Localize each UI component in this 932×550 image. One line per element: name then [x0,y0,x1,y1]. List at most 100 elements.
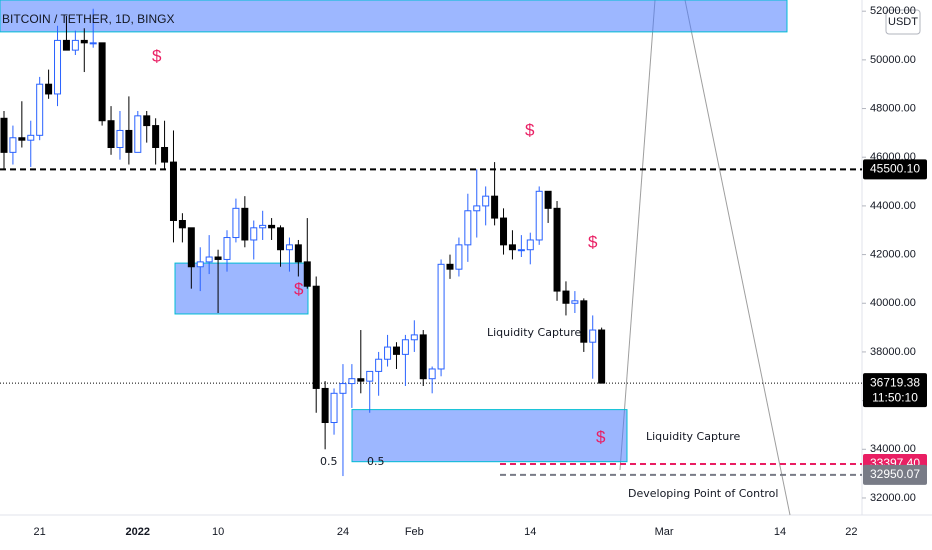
candle-body [268,224,276,229]
candle-body [285,244,293,251]
candle-body [508,244,516,251]
candle-body [464,210,472,246]
candle-body [517,249,525,252]
candle-body [491,195,499,219]
candle-body [589,329,597,343]
price-tag [863,373,927,408]
candle-body [143,115,151,127]
candle-body [473,205,481,212]
y-tick-label: 42000.00 [870,248,916,260]
marker: $ [588,232,598,251]
y-tick-label: 50000.00 [870,54,916,66]
candle-body [232,207,240,239]
candle-body [330,392,338,424]
chart-title: BITCOIN / TETHER, 1D, BINGX [2,12,174,26]
candle-body [107,120,115,148]
candle-body [134,115,142,153]
trend-line [619,0,656,471]
y-tick-label: 44000.00 [870,200,916,212]
price-tag-label: 32950.07 [870,467,920,481]
trend-line [684,0,791,516]
candle-body [392,346,400,355]
currency-label[interactable]: USDT [888,16,918,28]
candle-body [18,137,26,141]
price-tag-label: 36719.38 [870,375,920,389]
candle-body [526,239,534,251]
candle-body [125,129,133,153]
candle-body [169,161,177,222]
candle-body [178,220,186,229]
candle-body [535,190,543,241]
marker: $ [596,427,606,446]
y-tick-label: 34000.00 [870,443,916,455]
candle-body [357,378,365,382]
candle-body [348,378,356,385]
currency-button[interactable] [885,9,921,35]
x-tick-label: 10 [212,526,224,538]
candle-body [366,370,374,382]
candle-body [428,368,436,380]
annotation: Liquidity Capture [487,326,582,339]
x-tick-label: 24 [337,526,349,538]
candle-body [410,334,418,341]
candle-body [580,300,588,343]
candle-body [321,387,329,424]
candle-body [562,290,570,304]
annotation: 0.5 [320,455,338,468]
candle-body [54,39,62,95]
candle-body [214,256,222,260]
candle-body [196,261,204,268]
x-tick-label: 2022 [126,526,150,538]
candle-body [500,217,508,246]
candle-body [223,237,231,260]
y-tick-label: 38000.00 [870,346,916,358]
price-tag [863,464,927,485]
marker: $ [294,279,304,298]
countdown: 11:50:10 [872,390,918,404]
candle-body [482,195,490,207]
candle-body [455,244,463,270]
x-tick-label: Mar [655,526,674,538]
candle-body [98,42,106,122]
candle-body [161,146,169,163]
candle-body [250,227,258,241]
candle-body [259,224,267,229]
x-tick-label: 21 [34,526,46,538]
candle-body [598,329,606,384]
candle-body [419,334,427,380]
candle-body [294,244,302,263]
price-tag-label: 45500.10 [870,162,920,176]
candle-body [384,346,392,360]
candle-body [152,125,160,148]
marker: $ [152,46,162,65]
candle-body [375,358,383,372]
candle-body [71,39,79,51]
candle-body [312,285,320,389]
price-tag [863,159,927,180]
candle-body [187,227,195,268]
x-tick-label: 14 [774,526,786,538]
candle-body [80,39,88,44]
candle-body [45,83,53,95]
candle-body [446,263,454,270]
candle-body [303,261,311,287]
x-tick-label: 14 [524,526,536,538]
candle-body [62,39,70,51]
candle-body [401,339,409,355]
candle-body [544,190,552,209]
candle-body [9,137,17,153]
candle-body [205,256,213,263]
y-tick-label: 48000.00 [870,102,916,114]
candle-body [89,42,97,45]
candle-body [0,117,8,153]
candle-body [241,207,249,241]
marker: $ [525,120,535,139]
candle-body [339,383,347,394]
candle-body [437,263,445,370]
zone [351,409,628,463]
annotation: Developing Point of Control [628,487,778,500]
annotation: Liquidity Capture [646,430,741,443]
annotation: 0.5 [367,455,385,468]
